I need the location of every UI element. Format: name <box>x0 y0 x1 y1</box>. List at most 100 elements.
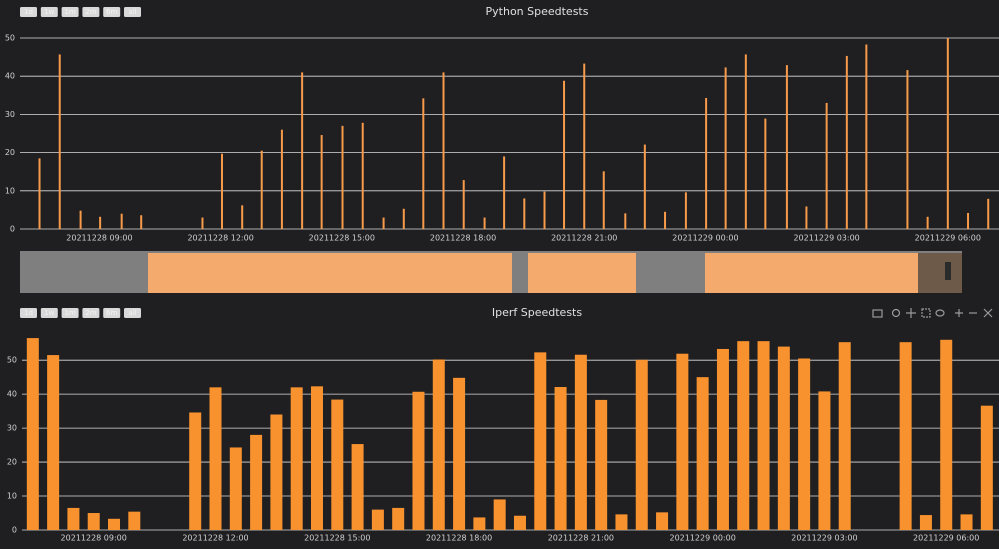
bar <box>838 342 851 530</box>
bar <box>260 150 263 229</box>
camera-icon[interactable] <box>872 309 883 318</box>
range-button-label[interactable]: 2m <box>85 309 96 317</box>
bar <box>656 512 669 530</box>
range-button[interactable] <box>124 308 141 318</box>
bar <box>462 180 465 229</box>
bar <box>453 377 466 530</box>
range-button-label[interactable]: 2m <box>85 8 96 16</box>
range-button[interactable] <box>82 7 100 17</box>
bar <box>392 507 405 530</box>
x-tick-label: 20211229 06:00 <box>913 534 979 543</box>
bar <box>635 359 648 530</box>
bar <box>845 55 848 230</box>
bar <box>899 342 912 530</box>
range-button[interactable] <box>61 7 79 17</box>
bar <box>563 80 566 229</box>
range-button[interactable] <box>61 308 79 318</box>
modebar <box>872 308 993 318</box>
range-button-label[interactable]: 1w <box>44 8 54 16</box>
bar <box>574 354 587 530</box>
bar <box>987 198 990 229</box>
bar <box>341 125 344 229</box>
range-button-label[interactable]: 1d <box>24 309 33 317</box>
bar <box>382 217 385 229</box>
range-button[interactable] <box>103 308 121 318</box>
bar <box>764 118 767 229</box>
bar <box>442 72 445 229</box>
range-button[interactable] <box>20 308 37 318</box>
range-button-label[interactable]: all <box>128 309 136 317</box>
range-slider-overview <box>528 253 636 293</box>
bar <box>120 213 123 229</box>
range-button-label[interactable]: 6m <box>106 309 117 317</box>
chart-title: Python Speedtests <box>486 5 589 18</box>
range-button[interactable] <box>20 7 37 17</box>
range-button-label[interactable]: 1d <box>24 8 33 16</box>
range-slider-overview <box>918 253 962 293</box>
select-icon[interactable] <box>921 308 931 318</box>
bar <box>209 387 222 530</box>
bar <box>128 511 141 530</box>
bar <box>79 210 82 229</box>
range-button[interactable] <box>40 308 58 318</box>
bar <box>301 72 304 229</box>
bar <box>744 54 747 230</box>
bar <box>946 38 949 229</box>
bar <box>201 217 204 229</box>
bar <box>543 191 546 229</box>
y-tick-label: 0 <box>12 526 17 535</box>
lasso-icon[interactable] <box>935 309 945 317</box>
range-button-label[interactable]: all <box>128 8 136 16</box>
x-tick-label: 20211228 15:00 <box>309 234 375 243</box>
range-button-label[interactable]: 1w <box>44 309 54 317</box>
bar <box>503 156 506 229</box>
y-tick-label: 30 <box>5 110 15 119</box>
x-tick-label: 20211228 18:00 <box>430 234 496 243</box>
bar <box>757 341 770 530</box>
bar <box>250 434 263 530</box>
bar <box>513 515 526 530</box>
bar <box>241 205 244 229</box>
range-button-label[interactable]: 1m <box>64 8 75 16</box>
bar <box>412 391 425 530</box>
x-tick-label: 20211228 12:00 <box>187 234 253 243</box>
bar <box>140 215 143 229</box>
bar <box>220 153 223 229</box>
bar <box>615 514 628 530</box>
range-button-label[interactable]: 1m <box>64 309 75 317</box>
zoom-icon[interactable] <box>891 308 901 318</box>
range-button[interactable] <box>82 308 100 318</box>
pan-icon[interactable] <box>906 308 916 318</box>
bar <box>108 518 121 530</box>
y-tick-label: 40 <box>5 72 15 81</box>
bar <box>320 135 323 229</box>
zoom-in-icon[interactable] <box>955 309 963 317</box>
x-tick-label: 20211228 09:00 <box>66 234 132 243</box>
bar <box>595 399 608 530</box>
bar <box>696 377 709 530</box>
range-button[interactable] <box>124 7 141 17</box>
bar <box>643 144 646 229</box>
bar <box>825 102 828 229</box>
range-button-label[interactable]: 6m <box>106 8 117 16</box>
bar <box>402 208 405 229</box>
bar <box>716 348 729 530</box>
bar <box>960 514 973 530</box>
y-tick-label: 30 <box>7 424 17 433</box>
x-tick-label: 20211229 00:00 <box>669 534 735 543</box>
range-slider[interactable] <box>20 251 962 293</box>
x-tick-label: 20211229 03:00 <box>791 534 857 543</box>
bar <box>310 386 323 530</box>
range-slider-overview <box>148 253 512 293</box>
range-button[interactable] <box>103 7 121 17</box>
bar <box>777 346 790 530</box>
autoscale-icon[interactable] <box>983 308 993 318</box>
x-tick-label: 20211228 12:00 <box>182 534 248 543</box>
range-button[interactable] <box>40 7 58 17</box>
bar <box>38 158 41 229</box>
bar <box>351 444 364 530</box>
bar <box>270 414 283 530</box>
range-slider-handle[interactable] <box>945 262 951 280</box>
